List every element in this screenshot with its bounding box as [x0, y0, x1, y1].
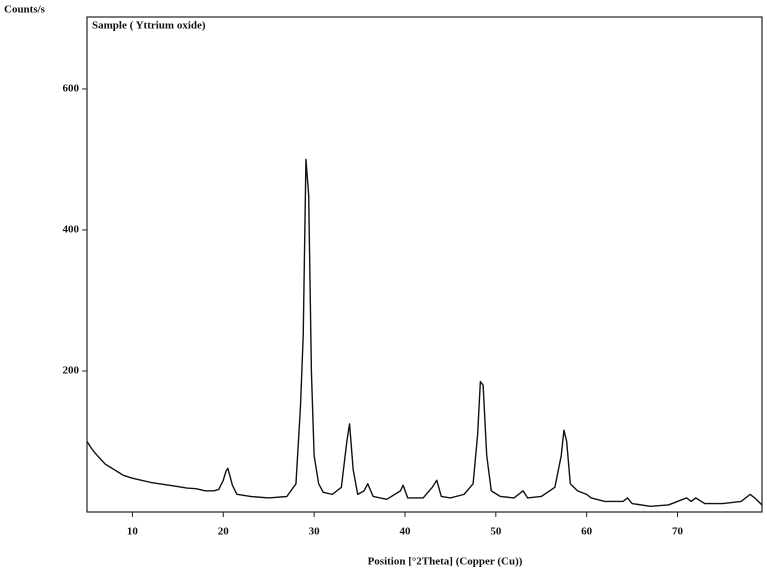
- y-tick-label: 200: [63, 365, 80, 377]
- x-axis-label: Position [°2Theta] (Copper (Cu)): [368, 556, 523, 568]
- x-tick-label: 50: [490, 526, 502, 538]
- x-tick-label: 20: [218, 526, 230, 538]
- y-tick-label: 600: [63, 82, 80, 94]
- x-tick-label: 30: [309, 526, 321, 538]
- data-line: [86, 158, 763, 508]
- x-tick-label: 60: [581, 526, 593, 538]
- plot-frame: [86, 16, 763, 513]
- x-tick-label: 10: [127, 526, 139, 538]
- y-axis-label: Counts/s: [4, 4, 46, 16]
- y-tick-label: 400: [63, 223, 80, 235]
- x-tick-label: 40: [399, 526, 411, 538]
- x-tick-label: 70: [672, 526, 684, 538]
- chart-title: Sample ( Yttrium oxide): [92, 20, 206, 32]
